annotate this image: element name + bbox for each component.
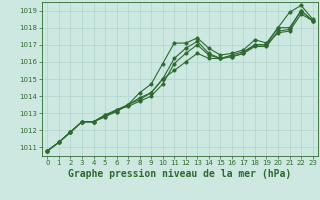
X-axis label: Graphe pression niveau de la mer (hPa): Graphe pression niveau de la mer (hPa) (68, 169, 292, 179)
